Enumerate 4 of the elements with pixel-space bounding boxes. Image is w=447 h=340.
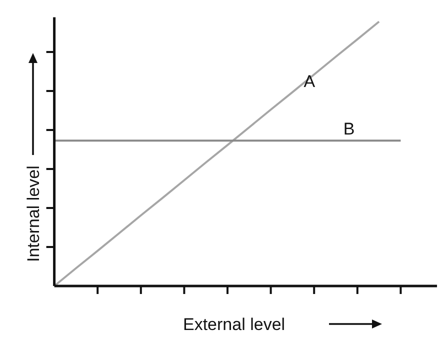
y-axis-title: Internal level — [24, 166, 43, 262]
series-label: A — [304, 72, 316, 91]
series-label: B — [343, 120, 355, 139]
x-axis-title: External level — [183, 315, 286, 334]
